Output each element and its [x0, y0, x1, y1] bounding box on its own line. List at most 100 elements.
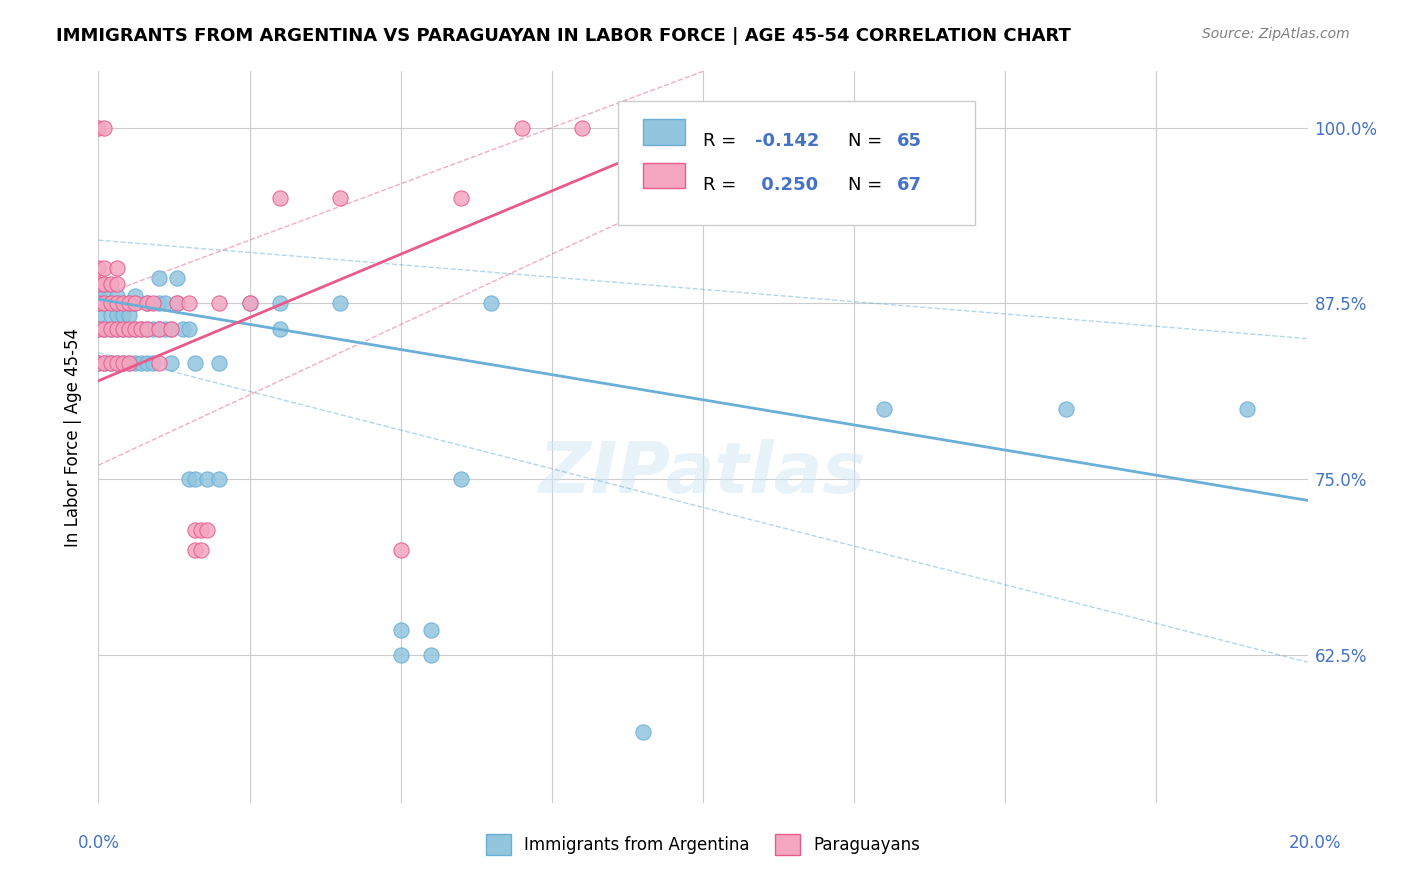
Point	[93, 277, 115, 291]
Point	[87, 355, 110, 369]
Point	[118, 355, 141, 369]
Point	[93, 355, 115, 369]
Point	[93, 277, 115, 291]
Y-axis label: In Labor Force | Age 45-54: In Labor Force | Age 45-54	[65, 327, 83, 547]
Point	[420, 623, 443, 637]
Point	[148, 322, 170, 336]
Point	[184, 523, 207, 537]
FancyBboxPatch shape	[643, 119, 685, 145]
Text: 0.250: 0.250	[755, 176, 818, 194]
Point	[105, 322, 128, 336]
Point	[269, 296, 291, 310]
Point	[93, 322, 115, 336]
Point	[148, 271, 170, 285]
Point	[87, 296, 110, 310]
Point	[873, 401, 896, 416]
Point	[100, 355, 122, 369]
Point	[135, 322, 157, 336]
Point	[124, 322, 146, 336]
Point	[87, 277, 110, 291]
Point	[93, 296, 115, 310]
Point	[105, 289, 128, 303]
Point	[166, 296, 188, 310]
Point	[124, 322, 146, 336]
Point	[100, 296, 122, 310]
Point	[93, 355, 115, 369]
Point	[160, 355, 183, 369]
Point	[195, 472, 218, 486]
Point	[87, 308, 110, 322]
Point	[208, 472, 231, 486]
Point	[105, 322, 128, 336]
Point	[389, 648, 412, 662]
Point	[239, 296, 262, 310]
Text: 20.0%: 20.0%	[1288, 834, 1341, 852]
Point	[100, 322, 122, 336]
Point	[208, 296, 231, 310]
Point	[124, 296, 146, 310]
Point	[148, 296, 170, 310]
Point	[692, 120, 714, 135]
FancyBboxPatch shape	[643, 162, 685, 188]
Point	[105, 277, 128, 291]
Point	[100, 355, 122, 369]
Point	[184, 355, 207, 369]
Point	[160, 322, 183, 336]
Point	[118, 322, 141, 336]
Point	[87, 322, 110, 336]
Legend: Immigrants from Argentina, Paraguayans: Immigrants from Argentina, Paraguayans	[479, 828, 927, 862]
Point	[93, 120, 115, 135]
Point	[420, 648, 443, 662]
Point	[129, 322, 152, 336]
Point	[105, 296, 128, 310]
Point	[87, 261, 110, 276]
Point	[118, 322, 141, 336]
Point	[93, 296, 115, 310]
Point	[389, 542, 412, 557]
Point	[195, 523, 218, 537]
Point	[87, 120, 110, 135]
Point	[142, 296, 165, 310]
Point	[179, 472, 201, 486]
Point	[450, 191, 472, 205]
Point	[111, 308, 134, 322]
Point	[172, 322, 194, 336]
Point	[269, 191, 291, 205]
Point	[148, 355, 170, 369]
Point	[184, 472, 207, 486]
Point	[135, 322, 157, 336]
Point	[124, 289, 146, 303]
Point	[100, 322, 122, 336]
Point	[124, 296, 146, 310]
Point	[148, 322, 170, 336]
Point	[105, 355, 128, 369]
Point	[93, 261, 115, 276]
Point	[87, 296, 110, 310]
Text: R =: R =	[703, 176, 742, 194]
Point	[129, 322, 152, 336]
Point	[142, 355, 165, 369]
Point	[153, 296, 176, 310]
Point	[118, 296, 141, 310]
Point	[450, 472, 472, 486]
Point	[93, 289, 115, 303]
Point	[1054, 401, 1077, 416]
Point	[124, 355, 146, 369]
Point	[190, 523, 212, 537]
Point	[100, 296, 122, 310]
Point	[135, 296, 157, 310]
Text: 65: 65	[897, 132, 921, 150]
Point	[184, 542, 207, 557]
Point	[105, 261, 128, 276]
Point	[129, 355, 152, 369]
Point	[208, 355, 231, 369]
Point	[631, 725, 654, 739]
Point	[179, 296, 201, 310]
Text: IMMIGRANTS FROM ARGENTINA VS PARAGUAYAN IN LABOR FORCE | AGE 45-54 CORRELATION C: IMMIGRANTS FROM ARGENTINA VS PARAGUAYAN …	[56, 27, 1071, 45]
Point	[1236, 401, 1258, 416]
Text: -0.142: -0.142	[755, 132, 820, 150]
Point	[118, 296, 141, 310]
Point	[190, 542, 212, 557]
Point	[100, 308, 122, 322]
Point	[142, 322, 165, 336]
